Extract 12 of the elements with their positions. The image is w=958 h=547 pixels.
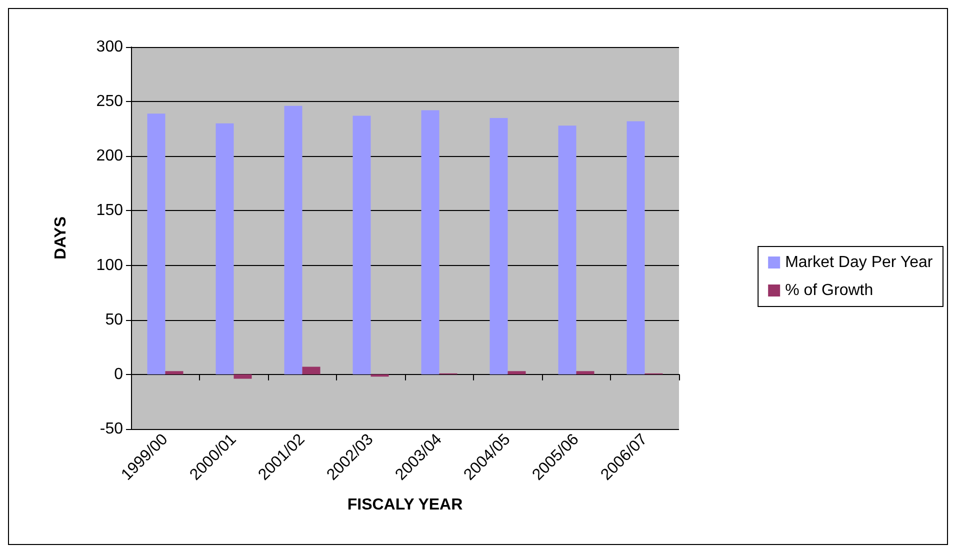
legend-label: Market Day Per Year <box>785 254 934 271</box>
y-tick-label: 150 <box>96 202 124 220</box>
y-tick-label: 300 <box>96 38 124 56</box>
legend-label: % of Growth <box>785 282 874 299</box>
y-tick-label: 250 <box>96 93 124 110</box>
y-tick-label: 100 <box>96 256 124 274</box>
y-axis-title: DAYS <box>52 216 70 260</box>
y-tick-label: 50 <box>105 311 124 328</box>
x-axis-title: FISCALY YEAR <box>347 496 464 514</box>
y-tick-label: 200 <box>96 148 124 165</box>
y-tick-label: -50 <box>100 420 124 438</box>
y-tick-label: 0 <box>114 366 124 383</box>
